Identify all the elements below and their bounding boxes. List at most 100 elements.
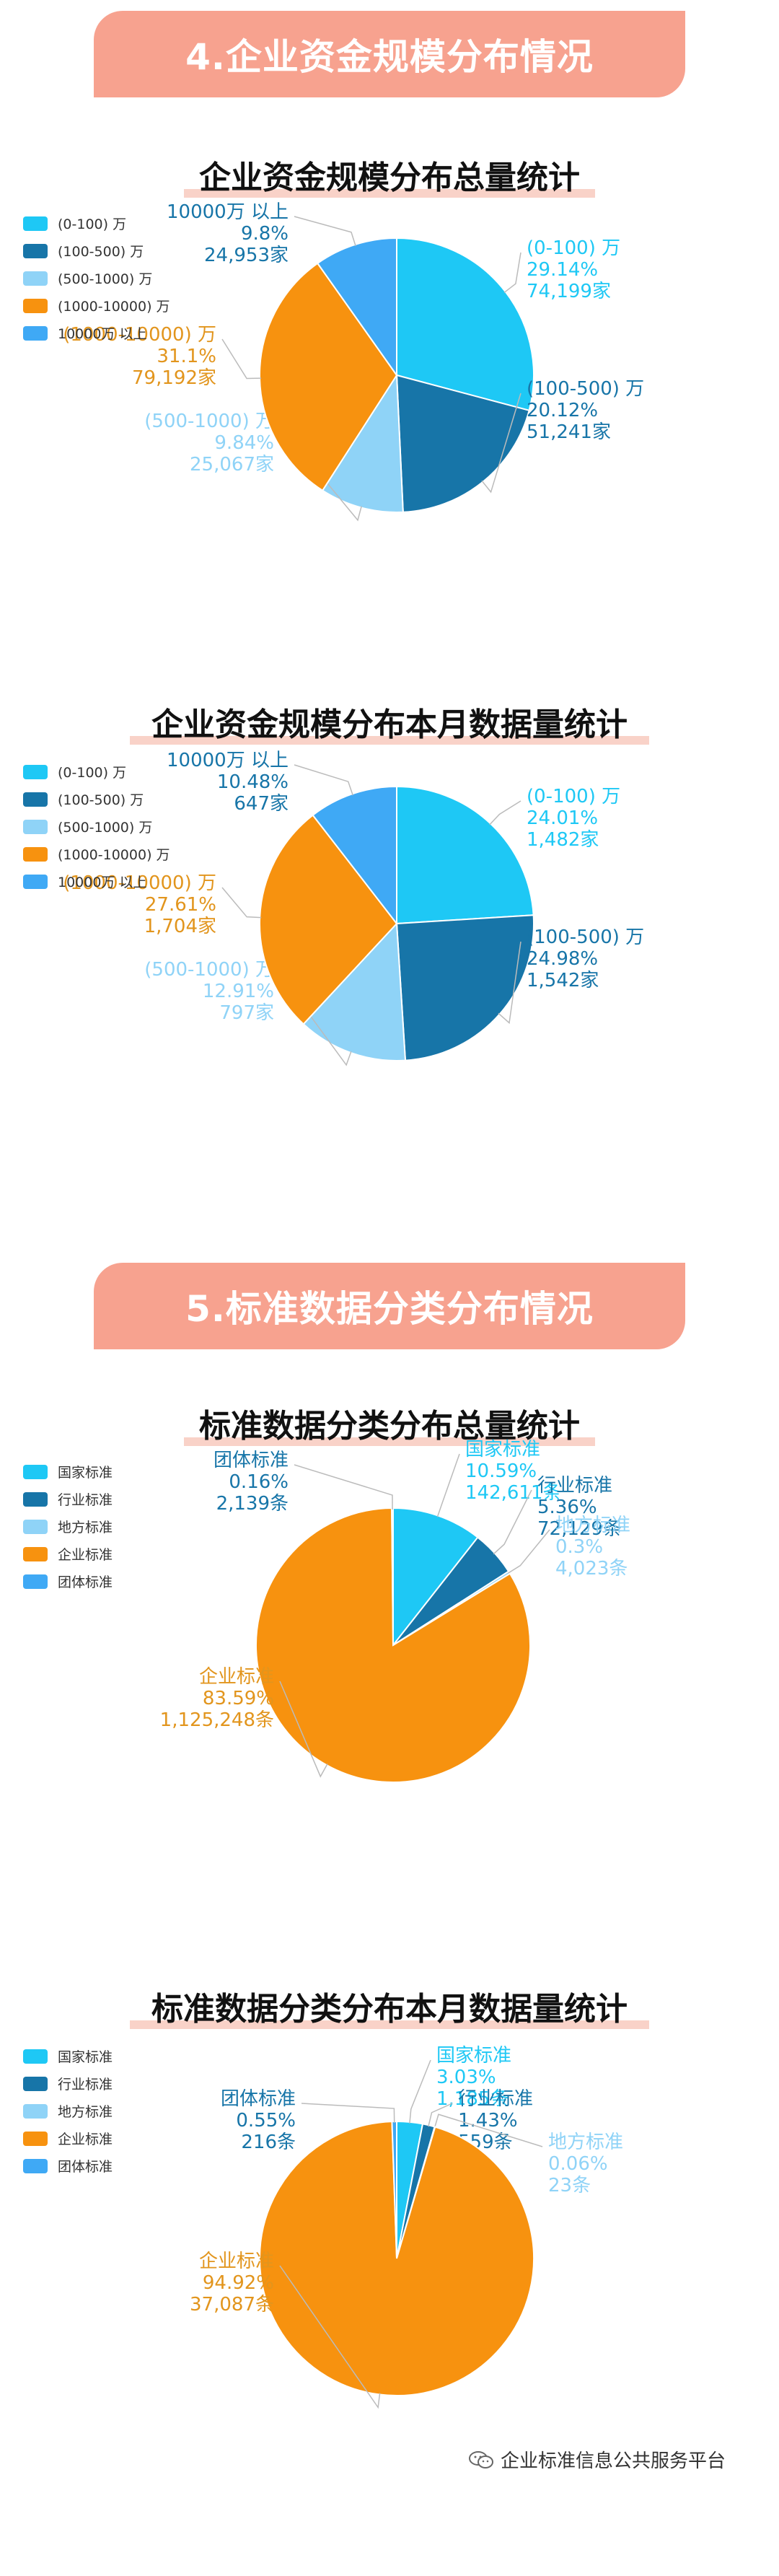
section-title: 4.企业资金规模分布情况 <box>185 36 594 78</box>
legend-swatch <box>23 2049 48 2064</box>
pie-slice <box>395 914 534 1061</box>
legend-label: 团体标准 <box>58 2159 113 2175</box>
slice-count-label: 2,139条 <box>216 1493 289 1515</box>
slice-percent-label: 0.3% <box>555 1536 603 1558</box>
legend-label: 地方标准 <box>58 1520 113 1535</box>
legend-label: (0-100) 万 <box>58 765 126 781</box>
slice-count-label: 79,192家 <box>132 367 216 389</box>
slice-percent-label: 29.14% <box>527 259 598 281</box>
slice-category-label: (0-100) 万 <box>527 237 620 259</box>
slice-category-label: (500-1000) 万 <box>144 411 274 432</box>
section-banner-capital: 4.企业资金规模分布情况 <box>94 11 685 97</box>
slice-category-label: (100-500) 万 <box>527 926 644 948</box>
title-underline <box>130 2020 649 2029</box>
legend-label: (100-500) 万 <box>58 792 144 808</box>
legend-swatch <box>23 216 48 231</box>
leader-line <box>433 2113 543 2147</box>
legend-swatch <box>23 765 48 779</box>
legend-swatch <box>23 847 48 862</box>
footer-text: 企业标准信息公共服务平台 <box>501 2450 726 2472</box>
leader-line <box>436 1453 460 1517</box>
slice-percent-label: 9.84% <box>214 432 274 454</box>
slice-count-label: 1,125,248条 <box>160 1709 274 1731</box>
leader-line <box>507 1529 550 1574</box>
legend-swatch <box>23 2077 48 2091</box>
legend-swatch <box>23 875 48 889</box>
leader-line <box>481 393 521 494</box>
legend-label: 行业标准 <box>58 2077 113 2093</box>
leader-line <box>503 252 521 294</box>
slice-count-label: 23条 <box>548 2175 591 2196</box>
leader-line <box>409 2059 431 2124</box>
slice-percent-label: 10.59% <box>465 1460 537 1482</box>
slice-percent-label: 9.8% <box>241 223 289 245</box>
title-underline <box>130 736 649 745</box>
section-title: 5.标准数据分类分布情况 <box>185 1288 594 1330</box>
leader-line <box>428 2103 453 2127</box>
leader-line <box>301 2103 395 2124</box>
slice-category-label: 国家标准 <box>465 1439 540 1460</box>
slice-percent-label: 12.91% <box>203 981 274 1002</box>
legend-label: (1000-10000) 万 <box>58 847 170 863</box>
legend-label: 企业标准 <box>58 2132 113 2147</box>
slice-category-label: 行业标准 <box>537 1475 612 1497</box>
legend-swatch <box>23 1520 48 1534</box>
slice-category-label: 10000万 以上 <box>167 201 289 223</box>
wechat-icon <box>469 2450 493 2468</box>
leader-line <box>221 887 262 919</box>
legend-label: 10000万 以上 <box>58 326 146 342</box>
slice-category-label: (100-500) 万 <box>527 378 644 400</box>
slice-percent-label: 3.03% <box>436 2067 496 2088</box>
slice-percent-label: 24.01% <box>527 807 598 829</box>
legend-label: 团体标准 <box>58 1574 113 1590</box>
slice-category-label: 企业标准 <box>199 2251 274 2272</box>
leader-line <box>294 764 353 796</box>
legend-swatch <box>23 792 48 807</box>
legend-label: 地方标准 <box>58 2104 113 2120</box>
legend-label: (500-1000) 万 <box>58 271 152 287</box>
slice-category-label: 10000万 以上 <box>167 750 289 771</box>
legend-swatch <box>23 2159 48 2173</box>
slice-category-label: 地方标准 <box>548 2132 623 2153</box>
slice-percent-label: 83.59% <box>203 1688 274 1709</box>
slice-category-label: 行业标准 <box>458 2088 533 2110</box>
legend-swatch <box>23 1465 48 1479</box>
slice-percent-label: 31.1% <box>157 346 216 367</box>
chart-title: 标准数据分类分布本月数据量统计 <box>151 1991 628 2028</box>
slice-count-label: 647家 <box>234 793 289 815</box>
slice-count-label: 25,067家 <box>190 454 274 476</box>
legend-swatch <box>23 299 48 313</box>
legend-label: (500-1000) 万 <box>58 820 152 836</box>
chart-title: 企业资金规模分布总量统计 <box>199 159 580 196</box>
legend-swatch <box>23 326 48 341</box>
footer-brand: 企业标准信息公共服务平台 <box>469 2446 726 2473</box>
slice-percent-label: 20.12% <box>527 400 598 421</box>
slice-percent-label: 10.48% <box>217 771 289 793</box>
slice-count-label: 1,704家 <box>144 916 216 937</box>
slice-count-label: 72,129条 <box>537 1518 622 1540</box>
legend-label: 国家标准 <box>58 2049 113 2065</box>
legend-label: (1000-10000) 万 <box>58 299 170 315</box>
leader-line <box>279 1681 328 1778</box>
slice-count-label: 4,023条 <box>555 1558 628 1580</box>
slice-count-label: 216条 <box>241 2132 296 2153</box>
slice-percent-label: 24.98% <box>527 948 598 970</box>
slice-count-label: 1,185条 <box>436 2088 509 2110</box>
pie-chart-capital-month: (0-100) 万24.01%1,482家(100-500) 万24.98%1,… <box>23 750 644 1066</box>
legend-swatch <box>23 1547 48 1561</box>
chart-title: 企业资金规模分布本月数据量统计 <box>151 706 628 743</box>
slice-category-label: (500-1000) 万 <box>144 959 274 981</box>
slice-percent-label: 27.61% <box>145 894 216 916</box>
slice-category-label: 国家标准 <box>436 2045 511 2067</box>
legend-swatch <box>23 1574 48 1589</box>
legend-label: 行业标准 <box>58 1492 113 1508</box>
slice-count-label: 37,087条 <box>190 2294 274 2316</box>
slice-category-label: 团体标准 <box>214 1450 289 1471</box>
slice-percent-label: 5.36% <box>537 1497 597 1518</box>
leader-line <box>493 1489 532 1555</box>
slice-category-label: 地方标准 <box>555 1515 630 1536</box>
pie-chart-standards-total: 国家标准10.59%142,611条行业标准5.36%72,129条地方标准0.… <box>23 1439 630 1783</box>
pie-chart-capital-total: (0-100) 万29.14%74,199家(100-500) 万20.12%5… <box>23 201 644 522</box>
legend-swatch <box>23 2132 48 2146</box>
legend-swatch <box>23 244 48 258</box>
